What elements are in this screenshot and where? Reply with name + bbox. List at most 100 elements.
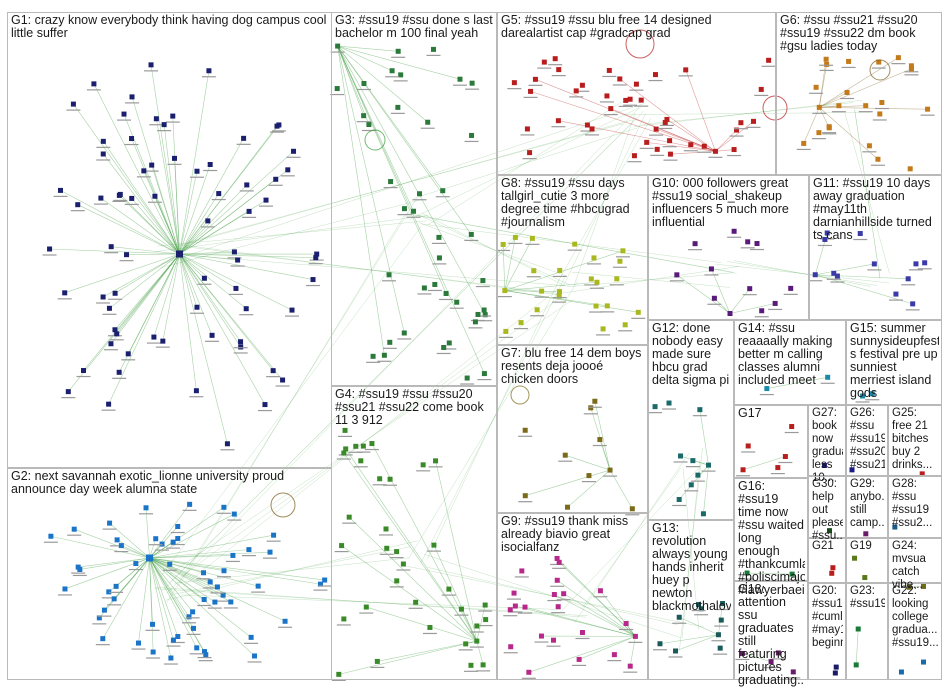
- group-title-g8: G8: #ssu19 #ssu days tallgirl_cutie 3 mo…: [501, 177, 630, 229]
- node-g2: [150, 621, 156, 627]
- node-g11: [913, 261, 919, 267]
- edge-g8: [504, 250, 624, 291]
- edge-g7: [567, 469, 611, 508]
- edge-g9: [556, 558, 636, 637]
- node-g4: [482, 602, 488, 608]
- node-g1: [108, 341, 114, 347]
- node-g6: [813, 84, 819, 90]
- node-g5: [758, 86, 764, 92]
- inter-group-edge: [182, 123, 624, 245]
- node-g2: [167, 561, 173, 567]
- edge-g4: [461, 608, 478, 642]
- node-g5: [623, 97, 629, 103]
- edge-g2: [149, 557, 325, 581]
- node-g6: [816, 130, 822, 136]
- node-g5: [541, 59, 547, 65]
- node-g4: [377, 476, 383, 482]
- group-box-g6: G6: #ssu #ssu21 #ssu20 #ssu19 #ssu22 dm …: [776, 12, 942, 175]
- node-g9: [556, 559, 562, 565]
- node-g1: [291, 148, 297, 154]
- node-g17: [782, 454, 788, 460]
- node-g1: [235, 257, 241, 263]
- node-g6: [879, 100, 885, 106]
- edge-g1: [131, 96, 180, 255]
- node-g1: [161, 122, 167, 128]
- node-g4: [394, 578, 400, 584]
- node-g1: [273, 176, 279, 182]
- node-g12: [706, 462, 712, 468]
- node-g5: [573, 88, 579, 94]
- group-title-g1: G1: crazy know everybody think having do…: [11, 14, 327, 40]
- node-g6: [895, 55, 901, 61]
- inter-group-edge: [173, 119, 633, 248]
- node-g2: [175, 633, 181, 639]
- group-box-g22: G22: looking college gradua... #ssu19...: [888, 583, 942, 680]
- edge-g1: [179, 253, 247, 309]
- group-box-g17: G17: [734, 405, 808, 478]
- node-g12: [700, 511, 706, 517]
- node-g2: [159, 541, 165, 547]
- edge-g2: [149, 557, 224, 596]
- node-g12: [666, 400, 672, 406]
- node-g28: [892, 524, 898, 530]
- node-g2: [322, 577, 328, 583]
- edge-g4: [338, 640, 477, 675]
- node-g3: [443, 290, 449, 296]
- group-box-g1: G1: crazy know everybody think having do…: [7, 12, 332, 468]
- node-g10: [754, 241, 760, 247]
- node-g13: [673, 648, 679, 654]
- edge-g11: [815, 263, 875, 276]
- node-g2: [111, 596, 117, 602]
- node-g2: [168, 655, 174, 661]
- edge-g5: [530, 91, 716, 152]
- node-g15: [869, 391, 875, 397]
- edge-g1: [103, 141, 180, 255]
- inter-group-edge: [405, 212, 737, 274]
- node-g8: [531, 268, 537, 274]
- group-box-g9: G9: #ssu19 thank miss already biavio gre…: [497, 513, 648, 680]
- node-g5: [617, 76, 623, 82]
- node-g4: [458, 606, 464, 612]
- node-g23: [855, 626, 861, 632]
- node-g1: [194, 168, 200, 174]
- edge-g2: [149, 557, 172, 659]
- edge-g1: [179, 70, 210, 255]
- inter-group-edge: [408, 280, 579, 559]
- node-g2: [170, 539, 176, 545]
- group-title-g16: G16: #ssu19 time now #ssu waited long en…: [738, 480, 805, 597]
- node-g5: [579, 82, 585, 88]
- node-g3: [417, 191, 423, 197]
- edge-g4: [343, 452, 478, 642]
- inter-group-edge: [563, 113, 646, 287]
- inter-group-edge: [184, 246, 558, 294]
- node-g5: [712, 148, 718, 154]
- edge-g2: [149, 557, 154, 653]
- edge-g7: [594, 401, 611, 471]
- node-g5: [631, 153, 637, 159]
- node-g1: [243, 306, 249, 312]
- node-g2: [252, 653, 258, 659]
- edge-g6: [819, 105, 866, 108]
- node-g3: [481, 371, 487, 377]
- node-g12: [688, 482, 694, 488]
- node-g3: [425, 119, 431, 125]
- node-g2: [170, 637, 176, 643]
- edge-g1: [83, 253, 180, 371]
- node-g6: [876, 59, 882, 65]
- node-g1: [262, 402, 268, 408]
- edge-g2: [74, 528, 150, 559]
- group-box-g29: G29: anybo... still camp...: [846, 476, 888, 538]
- inter-group-edge: [558, 462, 705, 614]
- node-g1: [153, 116, 159, 122]
- node-g2: [255, 583, 261, 589]
- edge-g9: [524, 606, 636, 637]
- node-g9: [554, 577, 560, 583]
- edge-g17: [742, 456, 786, 471]
- edge-g3: [337, 45, 486, 315]
- node-g5: [552, 56, 558, 62]
- self-loop: [270, 492, 296, 518]
- inter-group-edge: [844, 113, 890, 274]
- node-g2: [71, 526, 77, 532]
- group-box-g21: G21: [808, 538, 846, 583]
- edge-g1: [179, 253, 314, 280]
